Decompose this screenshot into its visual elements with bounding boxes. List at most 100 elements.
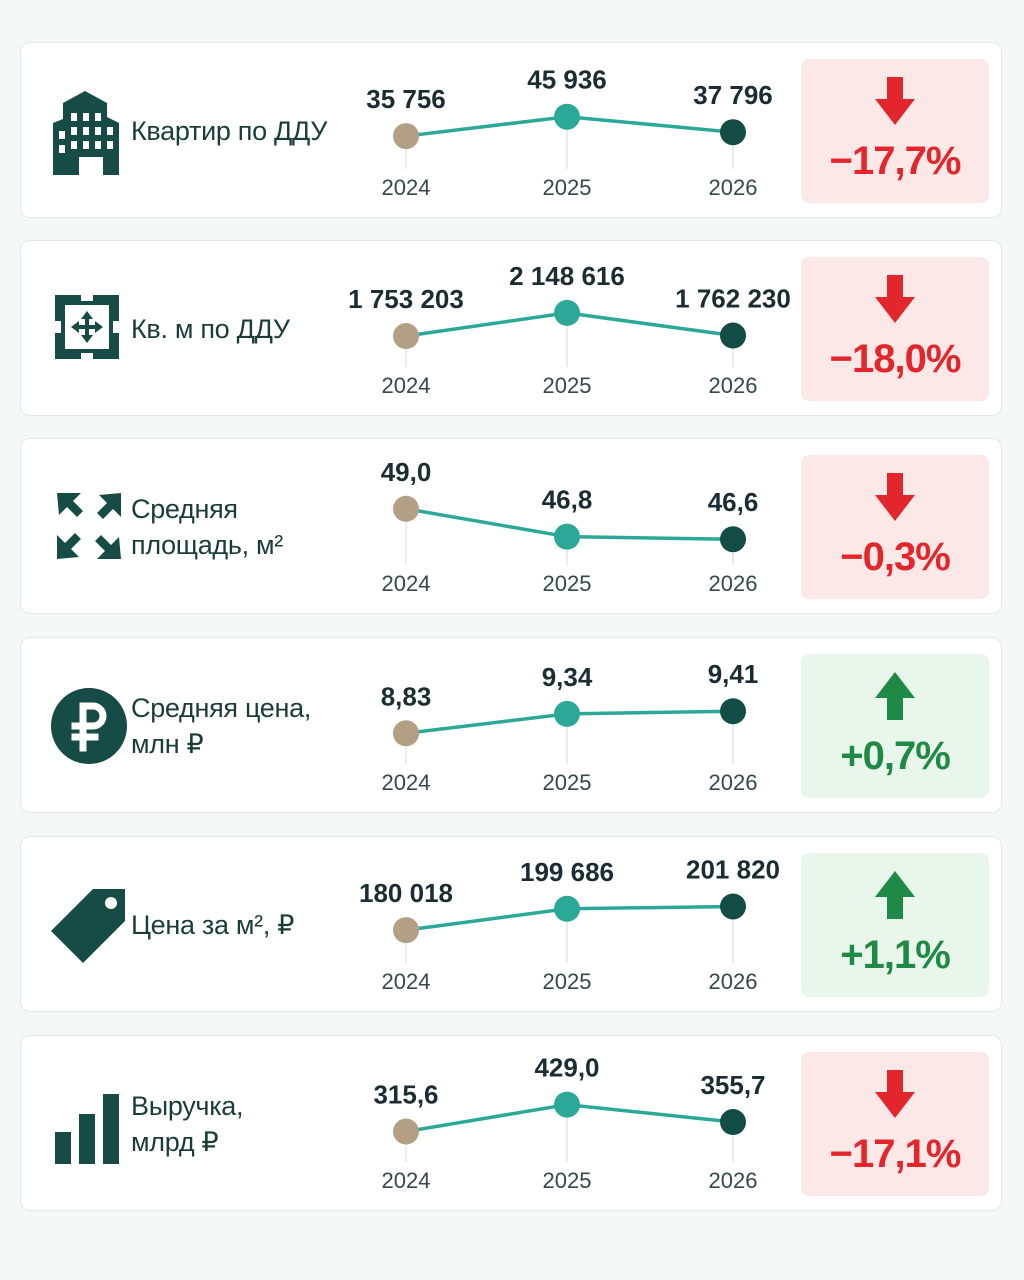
year-label: 2025 [543, 770, 592, 795]
value-label: 1 753 203 [348, 284, 464, 314]
year-label: 2024 [382, 1168, 431, 1193]
year-label: 2026 [709, 175, 758, 200]
ruble-coin-icon [41, 678, 137, 774]
data-point-2024 [393, 323, 419, 350]
change-percent: −18,0% [829, 337, 962, 381]
arrow-down-icon [875, 473, 915, 521]
data-point-2025 [554, 523, 580, 550]
year-label: 2024 [382, 969, 431, 994]
metric-card: Средняя площадь, м² 49,0 2024 46,8 2025 46,6 20… [20, 438, 1002, 614]
metric-card: Кв. м по ДДУ 1 753 203 2024 2 148 616 2025 1 … [20, 240, 1002, 416]
change-badge: −17,7% [801, 59, 989, 203]
value-label: 35 756 [366, 84, 446, 114]
data-point-2026 [720, 119, 746, 146]
arrow-down-icon [875, 275, 915, 323]
change-percent: +0,7% [840, 734, 951, 778]
data-point-2026 [720, 1109, 746, 1136]
metric-label-line: млн ₽ [131, 729, 204, 759]
value-label: 315,6 [373, 1080, 438, 1110]
value-label: 2 148 616 [509, 261, 625, 291]
value-label: 46,6 [708, 487, 759, 517]
year-label: 2024 [382, 571, 431, 596]
metric-label: Выручка, млрд ₽ [131, 1036, 351, 1212]
value-label: 199 686 [520, 857, 614, 887]
square-meter-icon [41, 281, 137, 377]
data-point-2025 [554, 1091, 580, 1118]
data-point-2026 [720, 322, 746, 349]
change-percent: −17,7% [829, 139, 962, 183]
year-label: 2025 [543, 175, 592, 200]
arrow-up-icon [875, 871, 915, 919]
metric-card: Квартир по ДДУ 35 756 2024 45 936 2025 37 796… [20, 42, 1002, 218]
metric-card: Выручка, млрд ₽ 315,6 2024 429,0 2025 355,7 202… [20, 1035, 1002, 1211]
value-label: 429,0 [534, 1053, 599, 1083]
line-chart: 8,83 2024 9,34 2025 9,41 2026 [341, 638, 801, 814]
line-chart: 315,6 2024 429,0 2025 355,7 2026 [341, 1036, 801, 1212]
metric-label-line: Выручка, [131, 1091, 244, 1121]
arrow-down-icon [875, 77, 915, 125]
data-point-2025 [554, 895, 580, 922]
year-label: 2024 [382, 770, 431, 795]
metric-label-line: площадь, м² [131, 530, 284, 560]
year-label: 2025 [543, 969, 592, 994]
change-badge: −17,1% [801, 1052, 989, 1196]
metric-label-line: Средняя цена, [131, 693, 312, 723]
line-chart-svg: 49,0 2024 46,8 2025 46,6 2026 [381, 457, 759, 596]
change-percent: −0,3% [840, 535, 951, 579]
change-badge: −18,0% [801, 257, 989, 401]
value-label: 49,0 [381, 457, 432, 487]
year-label: 2026 [709, 373, 758, 398]
metric-label: Кв. м по ДДУ [131, 241, 351, 417]
year-label: 2024 [382, 175, 431, 200]
data-point-2024 [393, 720, 419, 747]
metric-label-line: Квартир по ДДУ [131, 116, 328, 146]
value-label: 9,34 [542, 662, 593, 692]
year-label: 2024 [382, 373, 431, 398]
bar-chart-icon [41, 1076, 137, 1172]
change-badge: +0,7% [801, 654, 989, 798]
arrow-up-icon [875, 672, 915, 720]
data-point-2026 [720, 526, 746, 553]
expand-arrows-icon [41, 479, 137, 575]
building-icon [41, 83, 137, 179]
price-tag-icon [41, 877, 137, 973]
metric-label-line: млрд ₽ [131, 1127, 219, 1157]
change-badge: −0,3% [801, 455, 989, 599]
metric-card: Цена за м², ₽ 180 018 2024 199 686 2025 201 8… [20, 836, 1002, 1012]
value-label: 180 018 [359, 878, 453, 908]
year-label: 2026 [709, 969, 758, 994]
year-label: 2026 [709, 1168, 758, 1193]
change-percent: +1,1% [840, 933, 951, 977]
metric-label-line: Цена за м², ₽ [131, 910, 295, 940]
value-label: 8,83 [381, 681, 432, 711]
year-label: 2025 [543, 373, 592, 398]
metric-label: Квартир по ДДУ [131, 43, 351, 219]
data-point-2025 [554, 299, 580, 326]
data-point-2026 [720, 893, 746, 920]
line-chart: 35 756 2024 45 936 2025 37 796 2026 [341, 43, 801, 219]
year-label: 2026 [709, 571, 758, 596]
data-point-2024 [393, 1118, 419, 1145]
line-chart: 1 753 203 2024 2 148 616 2025 1 762 230 2026 [341, 241, 801, 417]
line-chart: 49,0 2024 46,8 2025 46,6 2026 [341, 439, 801, 615]
data-point-2026 [720, 698, 746, 725]
data-point-2024 [393, 123, 419, 150]
line-chart-svg: 35 756 2024 45 936 2025 37 796 2026 [366, 65, 773, 200]
metric-label: Средняя цена, млн ₽ [131, 638, 351, 814]
value-label: 355,7 [700, 1070, 765, 1100]
value-label: 45 936 [527, 65, 607, 95]
value-label: 201 820 [686, 854, 780, 884]
value-label: 37 796 [693, 80, 773, 110]
line-chart-svg: 315,6 2024 429,0 2025 355,7 2026 [373, 1053, 765, 1193]
data-point-2025 [554, 700, 580, 727]
value-label: 1 762 230 [675, 284, 791, 314]
data-point-2024 [393, 495, 419, 522]
line-chart-svg: 8,83 2024 9,34 2025 9,41 2026 [381, 659, 759, 795]
year-label: 2026 [709, 770, 758, 795]
arrow-down-icon [875, 1070, 915, 1118]
change-badge: +1,1% [801, 853, 989, 997]
metric-label: Цена за м², ₽ [131, 837, 351, 1013]
line-chart-svg: 180 018 2024 199 686 2025 201 820 2026 [359, 854, 780, 994]
year-label: 2025 [543, 571, 592, 596]
data-point-2024 [393, 917, 419, 944]
